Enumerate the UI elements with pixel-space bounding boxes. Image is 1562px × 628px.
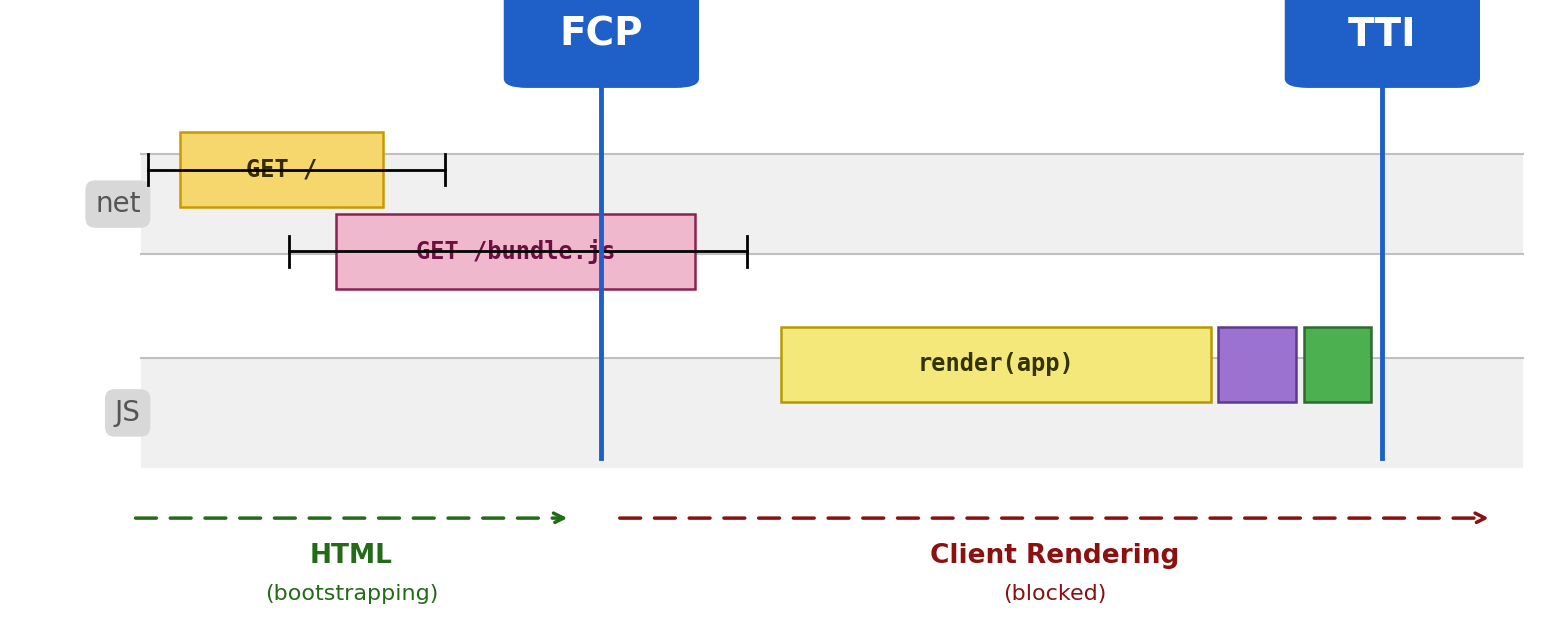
FancyBboxPatch shape <box>141 154 1523 254</box>
FancyBboxPatch shape <box>336 214 695 289</box>
Text: net: net <box>95 190 141 218</box>
Text: JS: JS <box>114 399 141 427</box>
Text: FCP: FCP <box>559 16 644 53</box>
FancyBboxPatch shape <box>503 0 700 88</box>
FancyBboxPatch shape <box>1218 327 1296 402</box>
FancyBboxPatch shape <box>180 132 383 207</box>
Text: TTI: TTI <box>1348 16 1417 53</box>
Text: GET /bundle.js: GET /bundle.js <box>415 239 615 264</box>
Text: HTML: HTML <box>309 543 394 569</box>
Text: GET /: GET / <box>245 158 317 181</box>
Text: render(app): render(app) <box>917 352 1075 376</box>
FancyBboxPatch shape <box>1304 327 1371 402</box>
Text: Client Rendering: Client Rendering <box>929 543 1179 569</box>
FancyBboxPatch shape <box>141 358 1523 468</box>
FancyBboxPatch shape <box>781 327 1211 402</box>
Text: (bootstrapping): (bootstrapping) <box>266 584 437 604</box>
Text: (blocked): (blocked) <box>1003 584 1106 604</box>
FancyBboxPatch shape <box>1284 0 1481 88</box>
